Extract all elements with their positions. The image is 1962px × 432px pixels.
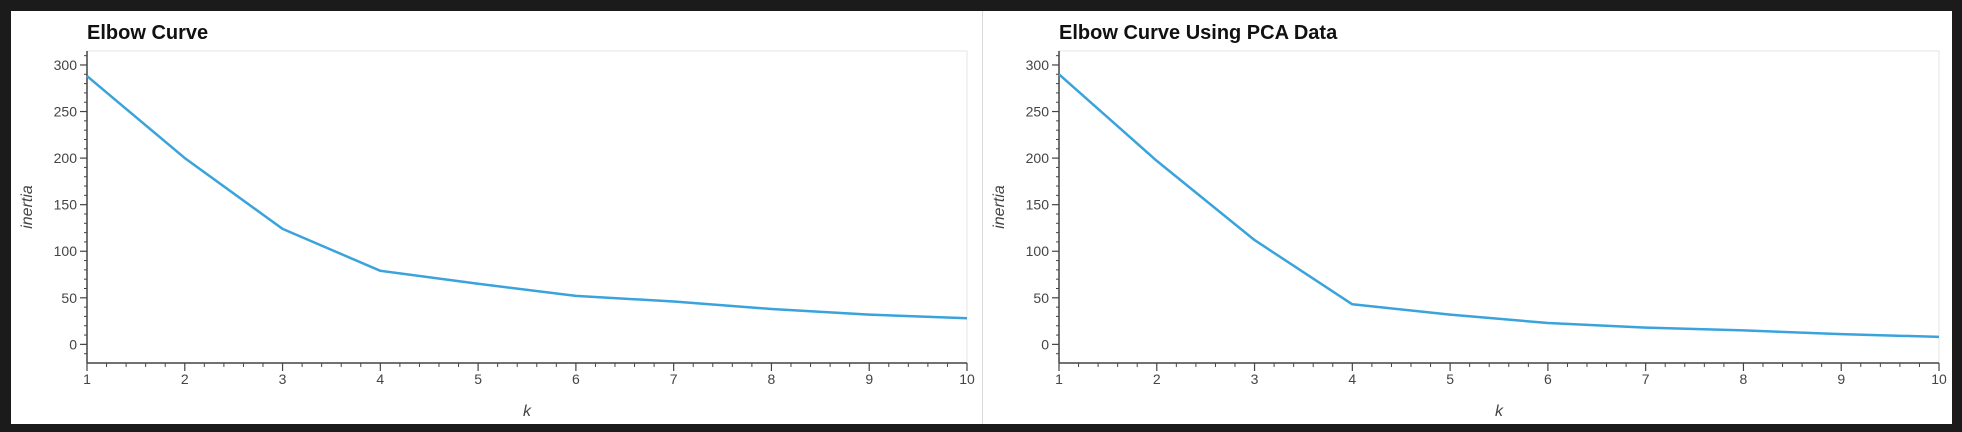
x-tick-label: 2	[1153, 371, 1161, 387]
y-tick-label: 150	[1026, 197, 1050, 213]
x-tick-label: 4	[1348, 371, 1356, 387]
x-tick-label: 10	[1931, 371, 1947, 387]
x-tick-label: 6	[1544, 371, 1552, 387]
x-tick-label: 8	[1740, 371, 1748, 387]
y-tick-label: 100	[1026, 243, 1050, 259]
y-tick-label: 100	[54, 243, 78, 259]
y-axis-label: inertia	[991, 185, 1008, 229]
x-tick-label: 9	[1837, 371, 1845, 387]
elbow-curve-chart: Elbow Curve 0 50 100 150 200 250 300 1 2 3 4 5 6 7 8 9 10…	[19, 22, 975, 420]
y-tick-label: 250	[54, 104, 78, 120]
plot-area	[86, 50, 968, 364]
x-tick-label: 3	[279, 371, 287, 387]
x-axis-label: k	[523, 403, 532, 420]
chart-title: Elbow Curve Using PCA Data	[1059, 22, 1338, 44]
x-tick-label: 7	[1642, 371, 1650, 387]
x-tick-label: 9	[865, 371, 873, 387]
y-tick-label: 250	[1026, 104, 1050, 120]
y-axis-label: inertia	[19, 185, 36, 229]
series-line	[86, 75, 968, 320]
y-tick-label: 150	[54, 197, 78, 213]
chart-panel-elbow-curve-pca: Elbow Curve Using PCA Data 0 50 100 150 200 25…	[983, 11, 1953, 424]
x-axis-label: k	[1495, 403, 1504, 420]
y-tick-label: 50	[1033, 290, 1049, 306]
y-tick-label: 200	[54, 150, 78, 166]
y-tick-label: 0	[69, 336, 77, 352]
chart-container: Elbow Curve 0 50 100 150 200 250 300 1 2 3 4 5 6 7 8 9 10…	[11, 11, 1952, 424]
x-tick-label: 5	[474, 371, 482, 387]
x-tick-label: 6	[572, 371, 580, 387]
plot-area	[1058, 50, 1940, 364]
y-tick-label: 50	[61, 290, 77, 306]
x-tick-label: 7	[670, 371, 678, 387]
x-tick-label: 2	[181, 371, 189, 387]
x-tick-label: 5	[1446, 371, 1454, 387]
x-tick-label: 1	[1055, 371, 1063, 387]
y-tick-label: 0	[1041, 336, 1049, 352]
elbow-curve-pca-chart: Elbow Curve Using PCA Data05010015020025…	[991, 22, 1947, 420]
chart-title: Elbow Curve	[87, 22, 208, 44]
x-tick-label: 10	[959, 371, 975, 387]
x-tick-label: 1	[83, 371, 91, 387]
y-tick-label: 300	[1026, 57, 1050, 73]
x-tick-label: 4	[376, 371, 384, 387]
chart-panel-elbow-curve: Elbow Curve 0 50 100 150 200 250 300 1 2 3 4 5 6 7 8 9 10…	[11, 11, 981, 424]
series-line	[1058, 73, 1940, 339]
y-tick-label: 300	[54, 57, 78, 73]
x-tick-label: 3	[1251, 371, 1259, 387]
x-tick-label: 8	[768, 371, 776, 387]
panel-divider	[982, 11, 983, 424]
y-tick-label: 200	[1026, 150, 1050, 166]
